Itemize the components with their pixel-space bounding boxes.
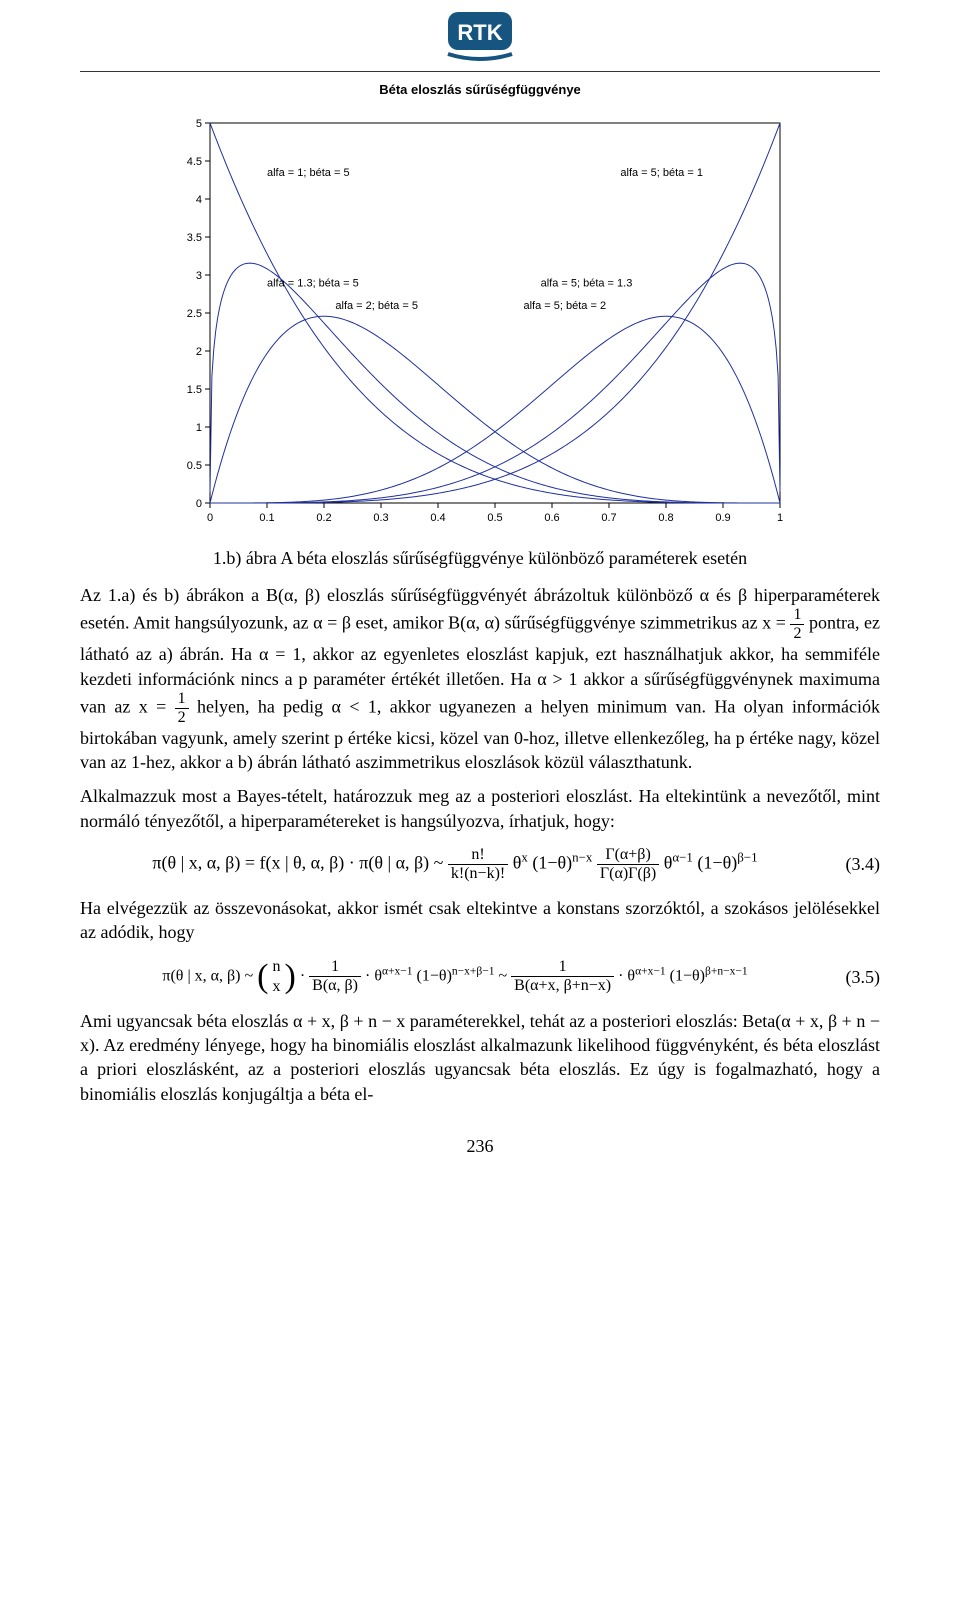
svg-text:0.7: 0.7 xyxy=(601,512,616,524)
svg-text:0: 0 xyxy=(207,512,213,524)
svg-text:RTK: RTK xyxy=(457,20,502,45)
equation-3-4-body: π(θ | x, α, β) = f(x | θ, α, β) · π(θ | … xyxy=(80,847,830,882)
svg-text:0.9: 0.9 xyxy=(715,512,730,524)
paragraph-2: Alkalmazzuk most a Bayes-tételt, határoz… xyxy=(80,784,880,833)
svg-text:alfa = 1; béta = 5: alfa = 1; béta = 5 xyxy=(267,167,350,179)
body-text: Az 1.a) és b) ábrákon a B(α, β) eloszlás… xyxy=(80,583,880,1106)
svg-text:0.5: 0.5 xyxy=(487,512,502,524)
svg-text:2: 2 xyxy=(196,346,202,358)
svg-text:3.5: 3.5 xyxy=(187,232,202,244)
figure-caption: 1.b) ábra A béta eloszlás sűrűségfüggvén… xyxy=(80,548,880,569)
svg-text:0.5: 0.5 xyxy=(187,460,202,472)
chart-title: Béta eloszlás sűrűségfüggvénye xyxy=(80,82,880,97)
svg-text:1: 1 xyxy=(196,422,202,434)
chart-container: Béta eloszlás sűrűségfüggvénye 0 0.1 0.2 0.… xyxy=(80,82,880,538)
svg-text:0.1: 0.1 xyxy=(259,512,274,524)
frac-half-1: 12 xyxy=(790,607,804,642)
svg-text:5: 5 xyxy=(196,118,202,130)
svg-text:2.5: 2.5 xyxy=(187,308,202,320)
svg-text:alfa = 5; béta = 1: alfa = 5; béta = 1 xyxy=(620,167,703,179)
beta-pdf-chart: 0 0.1 0.2 0.3 0.4 0.5 0.6 0.7 0.8 0.9 1 0 0.5 1 1.5 2 2.… xyxy=(160,103,800,533)
para1-a: Az 1.a) és b) ábrákon a B(α, β) eloszlás… xyxy=(80,585,880,633)
svg-text:0.6: 0.6 xyxy=(544,512,559,524)
rtk-logo: RTK xyxy=(430,10,530,67)
svg-text:alfa = 1.3; béta = 5: alfa = 1.3; béta = 5 xyxy=(267,277,359,289)
svg-text:0.8: 0.8 xyxy=(658,512,673,524)
header-rule xyxy=(80,71,880,72)
document-page: RTK Béta eloszlás sűrűségfüggvénye 00.10… xyxy=(0,0,960,1177)
para1-c: helyen, ha pedig α < 1, akkor ugyanezen … xyxy=(80,697,880,773)
svg-text:0.3: 0.3 xyxy=(373,512,388,524)
equation-3-4: π(θ | x, α, β) = f(x | θ, α, β) · π(θ | … xyxy=(80,847,880,882)
svg-text:1: 1 xyxy=(777,512,783,524)
svg-text:1.5: 1.5 xyxy=(187,384,202,396)
svg-text:4: 4 xyxy=(196,194,202,206)
page-number: 236 xyxy=(80,1136,880,1157)
equation-3-5: π(θ | x, α, β) ~ (nx) · 1B(α, β) · θα+x−… xyxy=(80,959,880,995)
svg-text:0: 0 xyxy=(196,498,202,510)
svg-text:alfa = 5; béta = 1.3: alfa = 5; béta = 1.3 xyxy=(541,277,633,289)
paragraph-3: Ha elvégezzük az összevonásokat, akkor i… xyxy=(80,896,880,945)
paragraph-4: Ami ugyancsak béta eloszlás α + x, β + n… xyxy=(80,1009,880,1106)
svg-text:alfa = 5; béta = 2: alfa = 5; béta = 2 xyxy=(524,300,607,312)
frac-half-2: 12 xyxy=(175,691,189,726)
equation-3-5-body: π(θ | x, α, β) ~ (nx) · 1B(α, β) · θα+x−… xyxy=(80,959,830,995)
equation-3-5-number: (3.5) xyxy=(830,965,880,989)
page-header: RTK xyxy=(80,10,880,67)
paragraph-1: Az 1.a) és b) ábrákon a B(α, β) eloszlás… xyxy=(80,583,880,774)
svg-text:3: 3 xyxy=(196,270,202,282)
svg-text:0.2: 0.2 xyxy=(316,512,331,524)
svg-text:4.5: 4.5 xyxy=(187,156,202,168)
equation-3-4-number: (3.4) xyxy=(830,852,880,876)
svg-text:0.4: 0.4 xyxy=(430,512,445,524)
svg-text:alfa = 2; béta = 5: alfa = 2; béta = 5 xyxy=(335,300,418,312)
